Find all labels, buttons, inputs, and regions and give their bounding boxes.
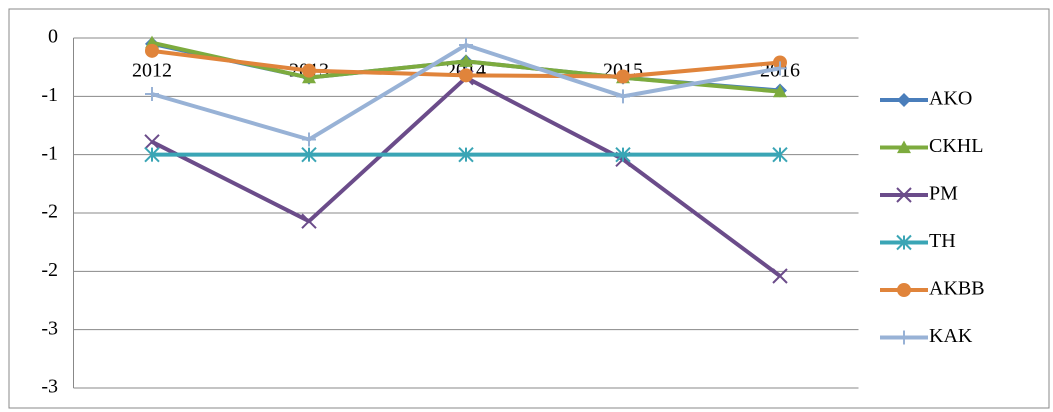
x-tick-label: 2012 bbox=[132, 60, 172, 82]
legend-label: AKBB bbox=[929, 278, 985, 300]
marker bbox=[144, 134, 160, 150]
y-tick-label: -2 bbox=[41, 201, 58, 223]
marker bbox=[301, 213, 317, 229]
marker bbox=[897, 283, 911, 297]
marker bbox=[897, 330, 911, 345]
y-tick-label: -3 bbox=[41, 376, 58, 398]
marker bbox=[772, 268, 788, 284]
marker bbox=[773, 84, 787, 98]
marker bbox=[772, 146, 788, 163]
marker bbox=[615, 146, 631, 163]
marker bbox=[897, 93, 911, 107]
marker bbox=[459, 38, 473, 52]
marker bbox=[896, 187, 912, 203]
legend-label: TH bbox=[929, 230, 956, 252]
marker bbox=[145, 43, 159, 58]
marker bbox=[616, 69, 630, 84]
y-tick-label: -3 bbox=[41, 317, 58, 339]
marker bbox=[459, 68, 473, 83]
marker bbox=[302, 132, 316, 147]
marker bbox=[145, 87, 159, 101]
legend-label: KAK bbox=[929, 325, 973, 347]
marker bbox=[458, 146, 474, 163]
marker bbox=[896, 234, 912, 251]
legend-label: PM bbox=[929, 183, 958, 205]
legend-label: CKHL bbox=[929, 135, 983, 157]
marker bbox=[459, 54, 473, 67]
marker bbox=[144, 146, 160, 163]
y-tick-label: 0 bbox=[48, 26, 58, 48]
y-tick-label: -1 bbox=[41, 142, 58, 164]
legend-label: AKO bbox=[929, 88, 972, 110]
marker bbox=[302, 63, 316, 78]
y-tick-label: -2 bbox=[41, 259, 58, 281]
y-tick-label: -1 bbox=[41, 84, 58, 106]
marker bbox=[897, 140, 911, 154]
marker bbox=[301, 146, 317, 163]
marker bbox=[616, 89, 630, 104]
marker bbox=[773, 61, 787, 76]
